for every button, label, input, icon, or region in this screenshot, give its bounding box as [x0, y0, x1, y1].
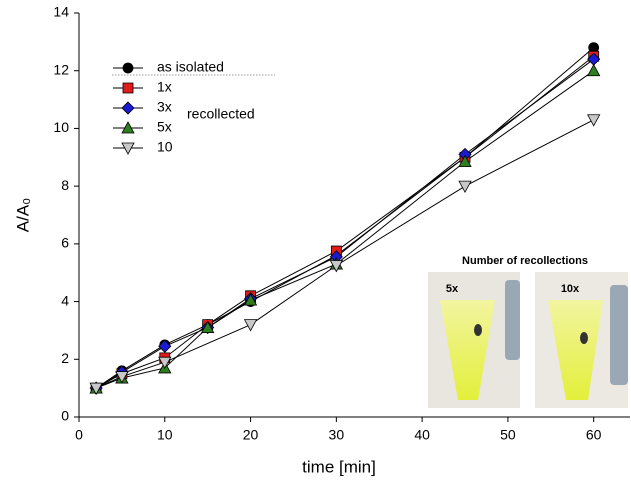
marker	[587, 114, 601, 127]
marker	[158, 356, 172, 370]
series-line	[95, 55, 594, 389]
inset-label: 5x	[446, 283, 459, 295]
legend-note: recollected	[187, 106, 255, 122]
marker	[115, 371, 129, 384]
legend-marker	[121, 101, 135, 115]
y-tick-label: 4	[61, 292, 69, 308]
legend-marker	[122, 62, 134, 74]
x-tick-label: 40	[414, 427, 430, 443]
y-tick-label: 8	[61, 177, 69, 193]
marker	[458, 180, 472, 193]
y-tick-label: 12	[53, 61, 69, 77]
marker	[158, 339, 172, 353]
inset-photos	[428, 272, 628, 408]
x-tick-label: 50	[500, 427, 516, 443]
y-tick-label: 0	[61, 408, 69, 424]
marker	[329, 260, 344, 273]
legend-label: as isolated	[157, 59, 224, 75]
legend-marker	[121, 142, 135, 155]
y-tick-label: 6	[61, 235, 69, 251]
marker	[243, 293, 258, 306]
y-tick-label: 10	[53, 119, 69, 135]
y-tick-label: 14	[53, 4, 69, 20]
x-tick-label: 60	[586, 427, 602, 443]
x-axis-label: time [min]	[302, 457, 376, 476]
legend-marker	[122, 82, 134, 94]
marker	[587, 63, 601, 77]
legend-label: 5x	[157, 119, 172, 135]
y-tick-label: 2	[61, 350, 69, 366]
inset-label: 10x	[561, 283, 580, 295]
inset-title: Number of recollections	[462, 255, 588, 267]
marker	[243, 319, 258, 332]
marker	[89, 382, 103, 395]
marker	[200, 320, 215, 333]
legend-label: 3x	[157, 99, 172, 115]
x-tick-label: 10	[157, 427, 173, 443]
marker	[458, 154, 472, 168]
x-tick-label: 20	[243, 427, 259, 443]
y-axis-label: A/A₀	[13, 198, 32, 232]
x-tick-label: 30	[329, 427, 345, 443]
legend-label: 10	[157, 139, 173, 155]
series-line	[95, 70, 594, 389]
legend-marker	[121, 121, 135, 134]
legend-label: 1x	[157, 79, 172, 95]
series-line	[95, 58, 594, 389]
x-tick-label: 0	[75, 427, 83, 443]
